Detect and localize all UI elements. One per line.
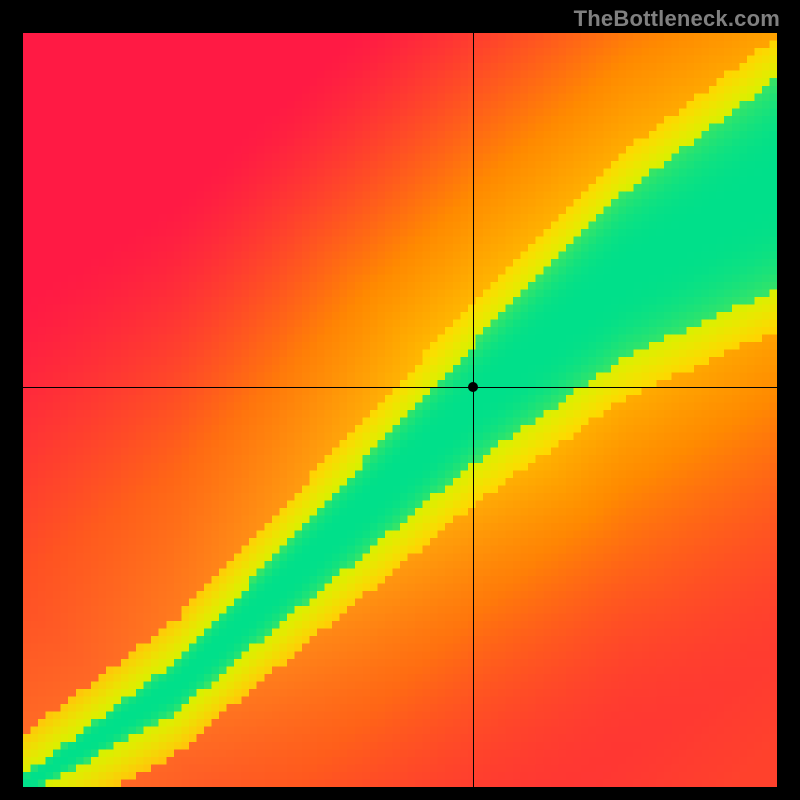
watermark-text: TheBottleneck.com [574, 6, 780, 32]
plot-heatmap [23, 33, 777, 787]
crosshair-vertical [473, 33, 474, 787]
plot-frame [23, 33, 777, 787]
heatmap-canvas [23, 33, 777, 787]
crosshair-horizontal [23, 387, 777, 388]
